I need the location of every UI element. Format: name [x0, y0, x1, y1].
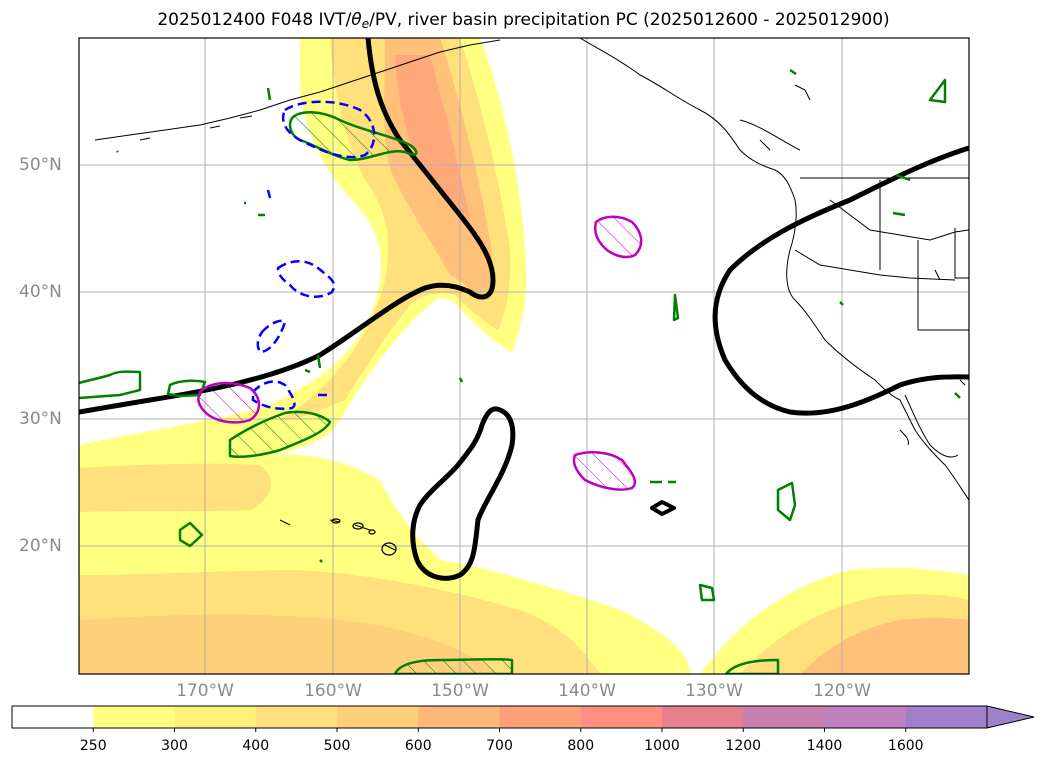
colorbar-segment: [93, 706, 175, 728]
colorbar-segment: [174, 706, 257, 728]
colorbar-extend-arrow: [986, 705, 1035, 729]
figure-title: 2025012400 F048 IVT/θe/PV, river basin p…: [157, 10, 890, 31]
colorbar-segment: [255, 706, 338, 728]
dashed-blue-contours: [251, 100, 376, 410]
lon-label-170w: 170°W: [176, 681, 234, 701]
colorbar-tick-label: 700: [486, 738, 513, 754]
lat-label-50n: 50°N: [19, 155, 62, 175]
colorbar-segment: [824, 706, 907, 728]
hawaii-islands: [331, 518, 397, 556]
colorbar-segment: [12, 706, 94, 728]
precip-contours: [79, 68, 961, 674]
colorbar-segment: [905, 706, 988, 728]
magenta-contours: [197, 215, 643, 491]
colorbar-tick-label: 800: [567, 738, 595, 754]
colorbar-segment: [337, 706, 419, 728]
lon-label-130w: 130°W: [685, 681, 743, 701]
colorbar: [11, 705, 1035, 732]
lon-label-140w: 140°W: [558, 681, 616, 701]
colorbar-tick-label: 1400: [806, 738, 843, 754]
colorbar-tick-label: 1200: [725, 738, 762, 754]
lon-label-120w: 120°W: [813, 681, 871, 701]
colorbar-tick-label: 1000: [644, 738, 680, 754]
lon-label-160w: 160°W: [304, 681, 362, 701]
colorbar-tick-label: 600: [404, 738, 432, 754]
colorbar-tick-label: 300: [161, 738, 188, 754]
colorbar-tick-label: 400: [242, 738, 270, 754]
lat-label-30n: 30°N: [19, 409, 62, 429]
colorbar-tick-label: 500: [323, 738, 351, 754]
colorbar-tick-label: 1600: [887, 738, 924, 754]
coastlines: [94, 38, 969, 551]
colorbar-segment: [743, 706, 825, 728]
colorbar-segment: [499, 706, 582, 728]
ivt-shading: [79, 38, 969, 674]
lat-label-20n: 20°N: [19, 536, 62, 556]
colorbar-segment: [580, 706, 663, 728]
lon-label-150w: 150°W: [431, 681, 489, 701]
colorbar-segment: [662, 706, 744, 728]
lat-label-40n: 40°N: [19, 282, 62, 302]
colorbar-segment: [418, 706, 500, 728]
map-frame: [78, 37, 970, 675]
colorbar-tick-label: 250: [79, 738, 107, 754]
